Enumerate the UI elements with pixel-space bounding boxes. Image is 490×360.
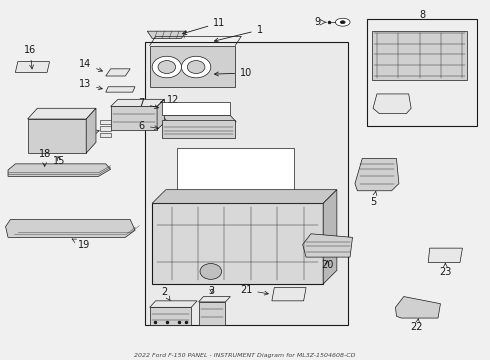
Bar — [176, 148, 294, 198]
Text: 12: 12 — [161, 95, 179, 105]
Bar — [27, 119, 86, 153]
Bar — [100, 133, 111, 137]
Polygon shape — [428, 248, 463, 262]
Text: 13: 13 — [79, 80, 102, 90]
Ellipse shape — [340, 21, 345, 24]
Text: 6: 6 — [139, 121, 158, 131]
Bar — [150, 307, 191, 325]
Circle shape — [181, 56, 211, 78]
Bar — [162, 102, 230, 116]
Bar — [372, 31, 467, 80]
Text: 20: 20 — [321, 260, 333, 270]
Text: 22: 22 — [411, 319, 423, 332]
Bar — [100, 126, 111, 131]
Ellipse shape — [335, 18, 350, 26]
Bar — [111, 107, 157, 130]
Circle shape — [200, 264, 221, 279]
Text: 17: 17 — [80, 129, 99, 139]
Text: 18: 18 — [39, 149, 51, 166]
Circle shape — [152, 56, 181, 78]
Polygon shape — [323, 190, 337, 284]
Text: 15: 15 — [53, 156, 66, 166]
Polygon shape — [106, 69, 130, 76]
Text: 16: 16 — [24, 45, 36, 69]
Text: 3: 3 — [209, 286, 215, 296]
Text: 9: 9 — [315, 17, 321, 27]
Text: 14: 14 — [79, 59, 102, 71]
Polygon shape — [147, 31, 186, 39]
Polygon shape — [198, 297, 230, 302]
Bar — [145, 42, 347, 325]
Text: 19: 19 — [72, 239, 90, 250]
Text: 7: 7 — [139, 99, 158, 109]
Polygon shape — [150, 301, 197, 307]
Polygon shape — [8, 164, 111, 176]
Text: 21: 21 — [240, 285, 269, 295]
Polygon shape — [106, 87, 135, 92]
Bar — [150, 45, 235, 87]
Text: 5: 5 — [370, 192, 377, 207]
Text: 8: 8 — [419, 10, 425, 20]
Polygon shape — [395, 297, 441, 318]
Text: 23: 23 — [439, 263, 451, 277]
Polygon shape — [162, 116, 236, 122]
Polygon shape — [272, 288, 306, 301]
Polygon shape — [86, 108, 96, 153]
Polygon shape — [176, 198, 303, 207]
Circle shape — [158, 60, 175, 73]
Circle shape — [187, 60, 205, 73]
Text: 4: 4 — [297, 202, 317, 218]
Polygon shape — [355, 158, 399, 191]
Polygon shape — [15, 62, 49, 72]
Bar — [367, 19, 477, 126]
Polygon shape — [303, 234, 352, 257]
Bar — [152, 203, 323, 284]
Polygon shape — [5, 220, 135, 237]
Polygon shape — [27, 108, 96, 119]
Text: 2022 Ford F-150 PANEL - INSTRUMENT Diagram for ML3Z-1504608-CD: 2022 Ford F-150 PANEL - INSTRUMENT Diagr… — [134, 353, 356, 358]
Polygon shape — [157, 99, 164, 130]
Polygon shape — [373, 94, 411, 114]
Bar — [162, 120, 235, 138]
Bar — [198, 302, 225, 325]
Text: 11: 11 — [183, 18, 225, 35]
Polygon shape — [111, 99, 164, 107]
Bar — [100, 120, 111, 124]
Text: 2: 2 — [161, 288, 170, 300]
Text: 1: 1 — [215, 25, 263, 42]
Polygon shape — [152, 190, 337, 203]
Text: 10: 10 — [215, 68, 252, 78]
